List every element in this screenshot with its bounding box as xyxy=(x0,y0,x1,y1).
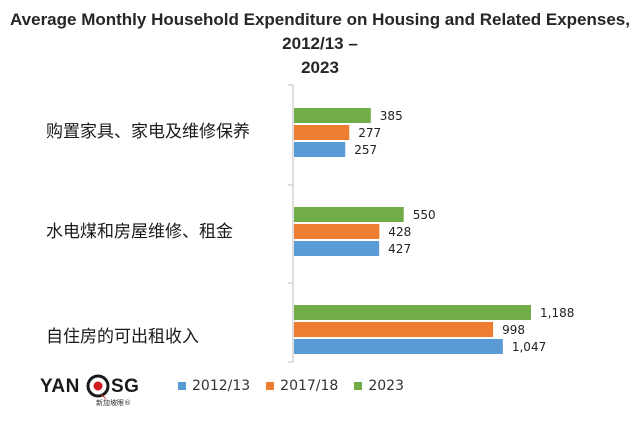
bar-2012-13-1 xyxy=(294,241,380,256)
bar-value-label: 1,047 xyxy=(512,340,546,354)
bar-2012-13-0 xyxy=(294,142,346,157)
legend-item-2017-18: 2017/18 xyxy=(266,378,338,394)
legend-label-2017-18: 2017/18 xyxy=(280,378,339,394)
bar-2023-1 xyxy=(294,207,404,222)
legend-swatch-2017-18 xyxy=(266,382,275,390)
bar-value-label: 257 xyxy=(354,143,377,157)
legend-swatch-2012-13 xyxy=(178,382,186,390)
bar-value-label: 998 xyxy=(502,323,525,337)
bar-2017-18-0 xyxy=(294,125,350,140)
chart-title-line-2: 2023 xyxy=(301,58,339,77)
bar-2023-2 xyxy=(294,305,531,320)
bar-2023-0 xyxy=(294,108,371,123)
category-label-rental-income: 自住房的可出租收入 xyxy=(46,327,199,347)
bar-value-label: 428 xyxy=(388,225,411,239)
chart-title-line-1: Average Monthly Household Expenditure on… xyxy=(10,10,630,53)
legend-swatch-2023 xyxy=(354,382,363,390)
bar-2012-13-2 xyxy=(294,339,503,354)
logo-subtitle: 新加坡眼® xyxy=(96,399,131,407)
category-label-utilities: 水电煤和房屋维修、租金 xyxy=(46,222,233,242)
category-label-furniture: 购置家具、家电及维修保养 xyxy=(46,122,250,142)
bar-value-label: 427 xyxy=(388,242,411,256)
legend-item-2012-13: 2012/13 xyxy=(178,378,250,394)
logo-text-right: SG xyxy=(111,376,140,397)
legend-label-2012-13: 2012/13 xyxy=(192,378,251,394)
yansg-logo: YAN SG 新加坡眼® xyxy=(40,372,150,412)
logo-eye-icon xyxy=(86,374,110,401)
legend-label-2023: 2023 xyxy=(368,378,404,394)
bar-value-label: 385 xyxy=(380,109,403,123)
bar-value-label: 550 xyxy=(413,208,436,222)
bar-2017-18-1 xyxy=(294,224,380,239)
bar-value-label: 277 xyxy=(358,126,381,140)
logo-text-left: YAN xyxy=(40,376,80,397)
chart-title: Average Monthly Household Expenditure on… xyxy=(0,8,640,80)
chart-legend: 2012/13 2017/18 2023 xyxy=(178,378,420,394)
bar-value-label: 1,188 xyxy=(540,306,574,320)
legend-item-2023: 2023 xyxy=(354,378,404,394)
bar-2017-18-2 xyxy=(294,322,494,337)
